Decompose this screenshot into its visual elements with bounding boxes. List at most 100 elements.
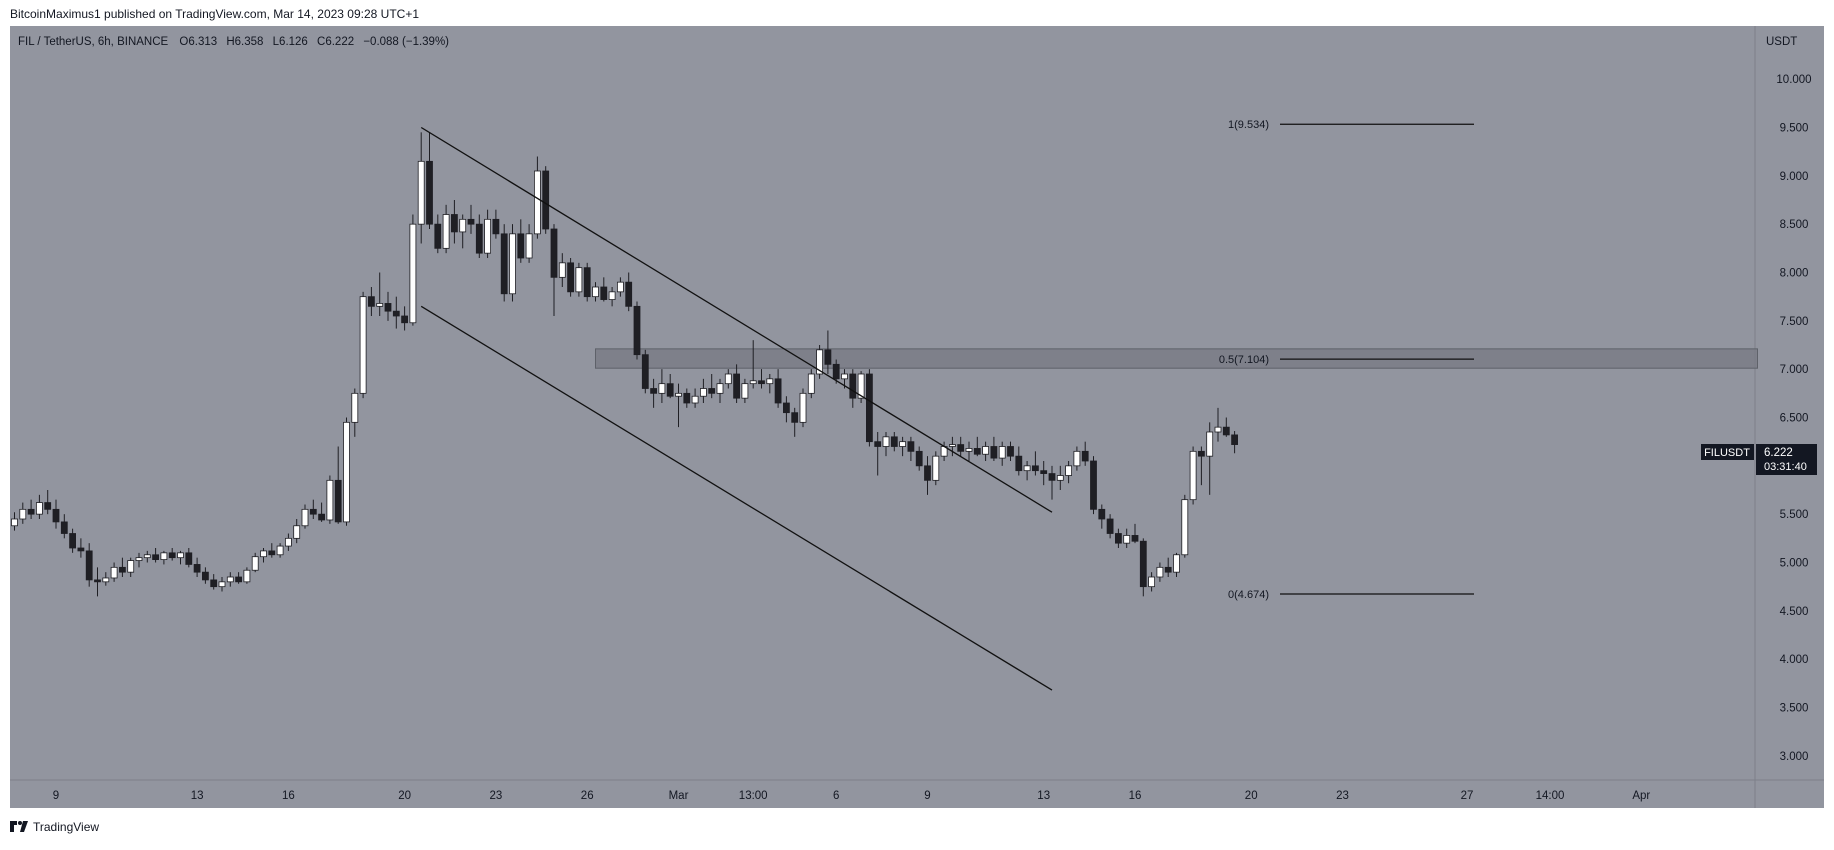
x-tick-label-7: 13:00 [739,790,768,802]
candles [11,132,1238,597]
y-tick-label-12: 9.000 [1780,171,1809,183]
candle-62 [525,224,533,263]
candle-body [301,508,309,527]
candle-93 [783,396,790,423]
candle-body [633,305,641,356]
candle-body [1065,465,1072,476]
candle-22 [193,557,201,577]
y-tick-label-11: 8.500 [1780,219,1809,231]
candle-body [791,412,799,423]
plot-area[interactable] [10,26,1755,780]
y-tick-label-8: 7.000 [1780,364,1809,376]
x-tick-label-1: 13 [191,790,204,802]
candle-body [442,214,450,249]
candle-118 [990,436,998,461]
candle-body [1214,426,1222,433]
candle-body [857,373,865,399]
candle-body [1098,508,1106,520]
legend-high-label: H [226,36,234,48]
candle-137 [1148,572,1155,592]
candle-90 [758,369,765,389]
candle-16 [143,550,151,563]
time-axis[interactable] [10,780,1824,808]
candle-body [351,392,359,423]
candle-146 [1222,417,1230,437]
candle-141 [1181,494,1189,558]
candle-body [367,296,375,307]
candle-17 [152,548,160,563]
x-tick-label-9: 9 [924,790,930,802]
candle-46 [392,296,400,329]
candle-85 [716,378,724,403]
candle-82 [691,388,699,408]
candle-131 [1098,504,1106,529]
publish-line: BitcoinMaximus1 published on TradingView… [10,7,419,21]
candle-body [542,170,550,230]
tradingview-brand: TradingView [33,820,99,834]
candle-body [52,508,60,523]
candle-body [774,378,782,404]
candle-body [1081,450,1089,462]
candle-23 [201,567,209,584]
candle-108 [907,436,915,461]
candle-body [85,550,93,581]
candle-53 [450,200,458,244]
tradingview-logo[interactable]: TradingView [10,820,99,834]
candle-body [11,518,18,527]
candle-92 [774,369,782,408]
candle-body [907,441,915,452]
legend-close-label: C [317,36,325,48]
candle-94 [791,407,799,437]
candle-body [708,388,716,394]
candle-body [882,436,890,447]
candle-26 [226,572,234,587]
x-tick-label-2: 16 [282,790,295,802]
candle-body [517,233,525,259]
candle-134 [1123,528,1131,548]
candle-117 [982,441,989,461]
channel-layer [420,126,1053,691]
candle-body [260,550,267,558]
symbol-legend[interactable]: FIL / TetherUS, 6h, BINANCE O6.313 H6.35… [18,36,449,48]
candle-84 [708,374,716,399]
candle-body [890,436,898,447]
candle-body [874,441,882,447]
resistance-zone-layer [595,348,1758,369]
candle-body [1198,450,1205,457]
candle-body [816,349,823,375]
candle-67 [567,258,574,297]
candle-body [201,571,209,581]
price-axis[interactable] [1755,26,1824,780]
candle-126 [1056,465,1064,490]
candle-27 [235,572,243,584]
candle-body [915,450,923,467]
candle-47 [401,306,409,331]
candle-80 [675,383,682,428]
candle-59 [500,224,508,302]
candle-7 [69,528,76,553]
candle-body [973,448,981,455]
candle-132 [1106,514,1114,539]
legend-symbol: FIL / TetherUS, 6h, BINANCE [18,36,169,48]
candle-body [583,267,591,298]
candle-37 [318,502,326,522]
candle-body [832,363,840,380]
candle-body [276,545,284,556]
candle-body [152,554,160,560]
candle-105 [882,432,890,457]
candle-body [168,552,176,559]
candle-83 [700,378,707,403]
candle-body [359,296,367,394]
candle-body [1048,473,1056,481]
candle-78 [658,369,666,403]
candle-136 [1139,538,1147,597]
candle-147 [1231,431,1238,454]
candle-body [899,441,906,447]
candle-2 [27,499,35,519]
candle-125 [1048,465,1056,500]
candle-45 [384,291,392,321]
candle-body [27,508,35,515]
candle-73 [617,277,624,297]
x-tick-label-4: 23 [490,790,503,802]
